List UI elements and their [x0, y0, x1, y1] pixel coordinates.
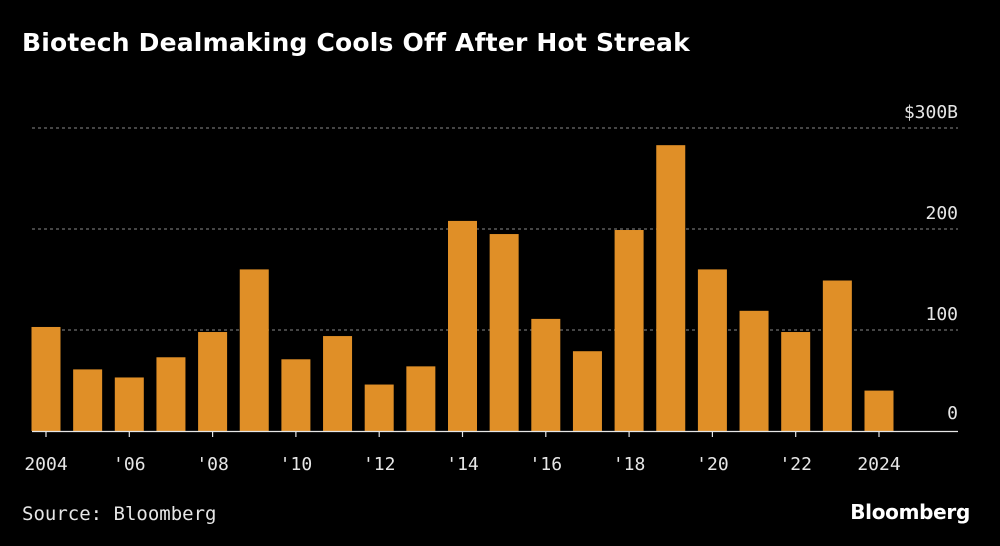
bar-2014: [448, 220, 477, 431]
x-tick-label: '22: [779, 454, 812, 475]
y-tick-label: 0: [947, 403, 958, 424]
bar-2016: [531, 318, 561, 431]
x-tick-labels: 2004 '06 '08 '10 '12 '14 '16 '18 '20 '22 2024: [24, 454, 900, 475]
axis-layer: [32, 430, 958, 437]
source-note: Source: Bloomberg: [22, 503, 217, 525]
bar-2004: [31, 326, 61, 431]
x-tick-label: '14: [446, 454, 479, 475]
bar-2010: [281, 359, 311, 431]
bar-2019: [656, 145, 686, 432]
x-tick-label: '12: [363, 454, 396, 475]
bar-2012: [364, 384, 394, 431]
bar-2021: [739, 310, 769, 431]
x-tick-label: '18: [613, 454, 646, 475]
bar-2020: [697, 269, 727, 431]
y-tick-labels: 0 100 200 $300B: [904, 102, 958, 424]
bar-2015: [489, 234, 519, 431]
y-tick-label: $300B: [904, 102, 958, 123]
x-tick-label: '06: [113, 454, 146, 475]
x-tick-label: '20: [696, 454, 729, 475]
bar-2022: [781, 332, 811, 431]
bar-2018: [614, 230, 644, 431]
bar-2011: [323, 336, 353, 431]
y-tick-label: 100: [925, 304, 958, 325]
bar-2017: [572, 351, 602, 431]
bar-2005: [73, 369, 103, 431]
bar-2007: [156, 357, 186, 431]
chart-title: Biotech Dealmaking Cools Off After Hot S…: [22, 28, 690, 57]
y-tick-label: 200: [925, 203, 958, 224]
bar-layer: [31, 145, 894, 432]
bar-2013: [406, 366, 436, 431]
bar-2009: [239, 269, 269, 431]
x-tick-label: '08: [196, 454, 229, 475]
bar-2008: [198, 332, 228, 431]
bar-2023: [822, 280, 852, 431]
x-tick-label: '16: [530, 454, 563, 475]
bar-2024: [864, 390, 894, 431]
x-tick-label: '10: [280, 454, 313, 475]
bar-2006: [114, 377, 144, 431]
bloomberg-logo: Bloomberg: [850, 500, 970, 524]
x-tick-label: 2004: [24, 454, 67, 475]
x-tick-label: 2024: [857, 454, 900, 475]
